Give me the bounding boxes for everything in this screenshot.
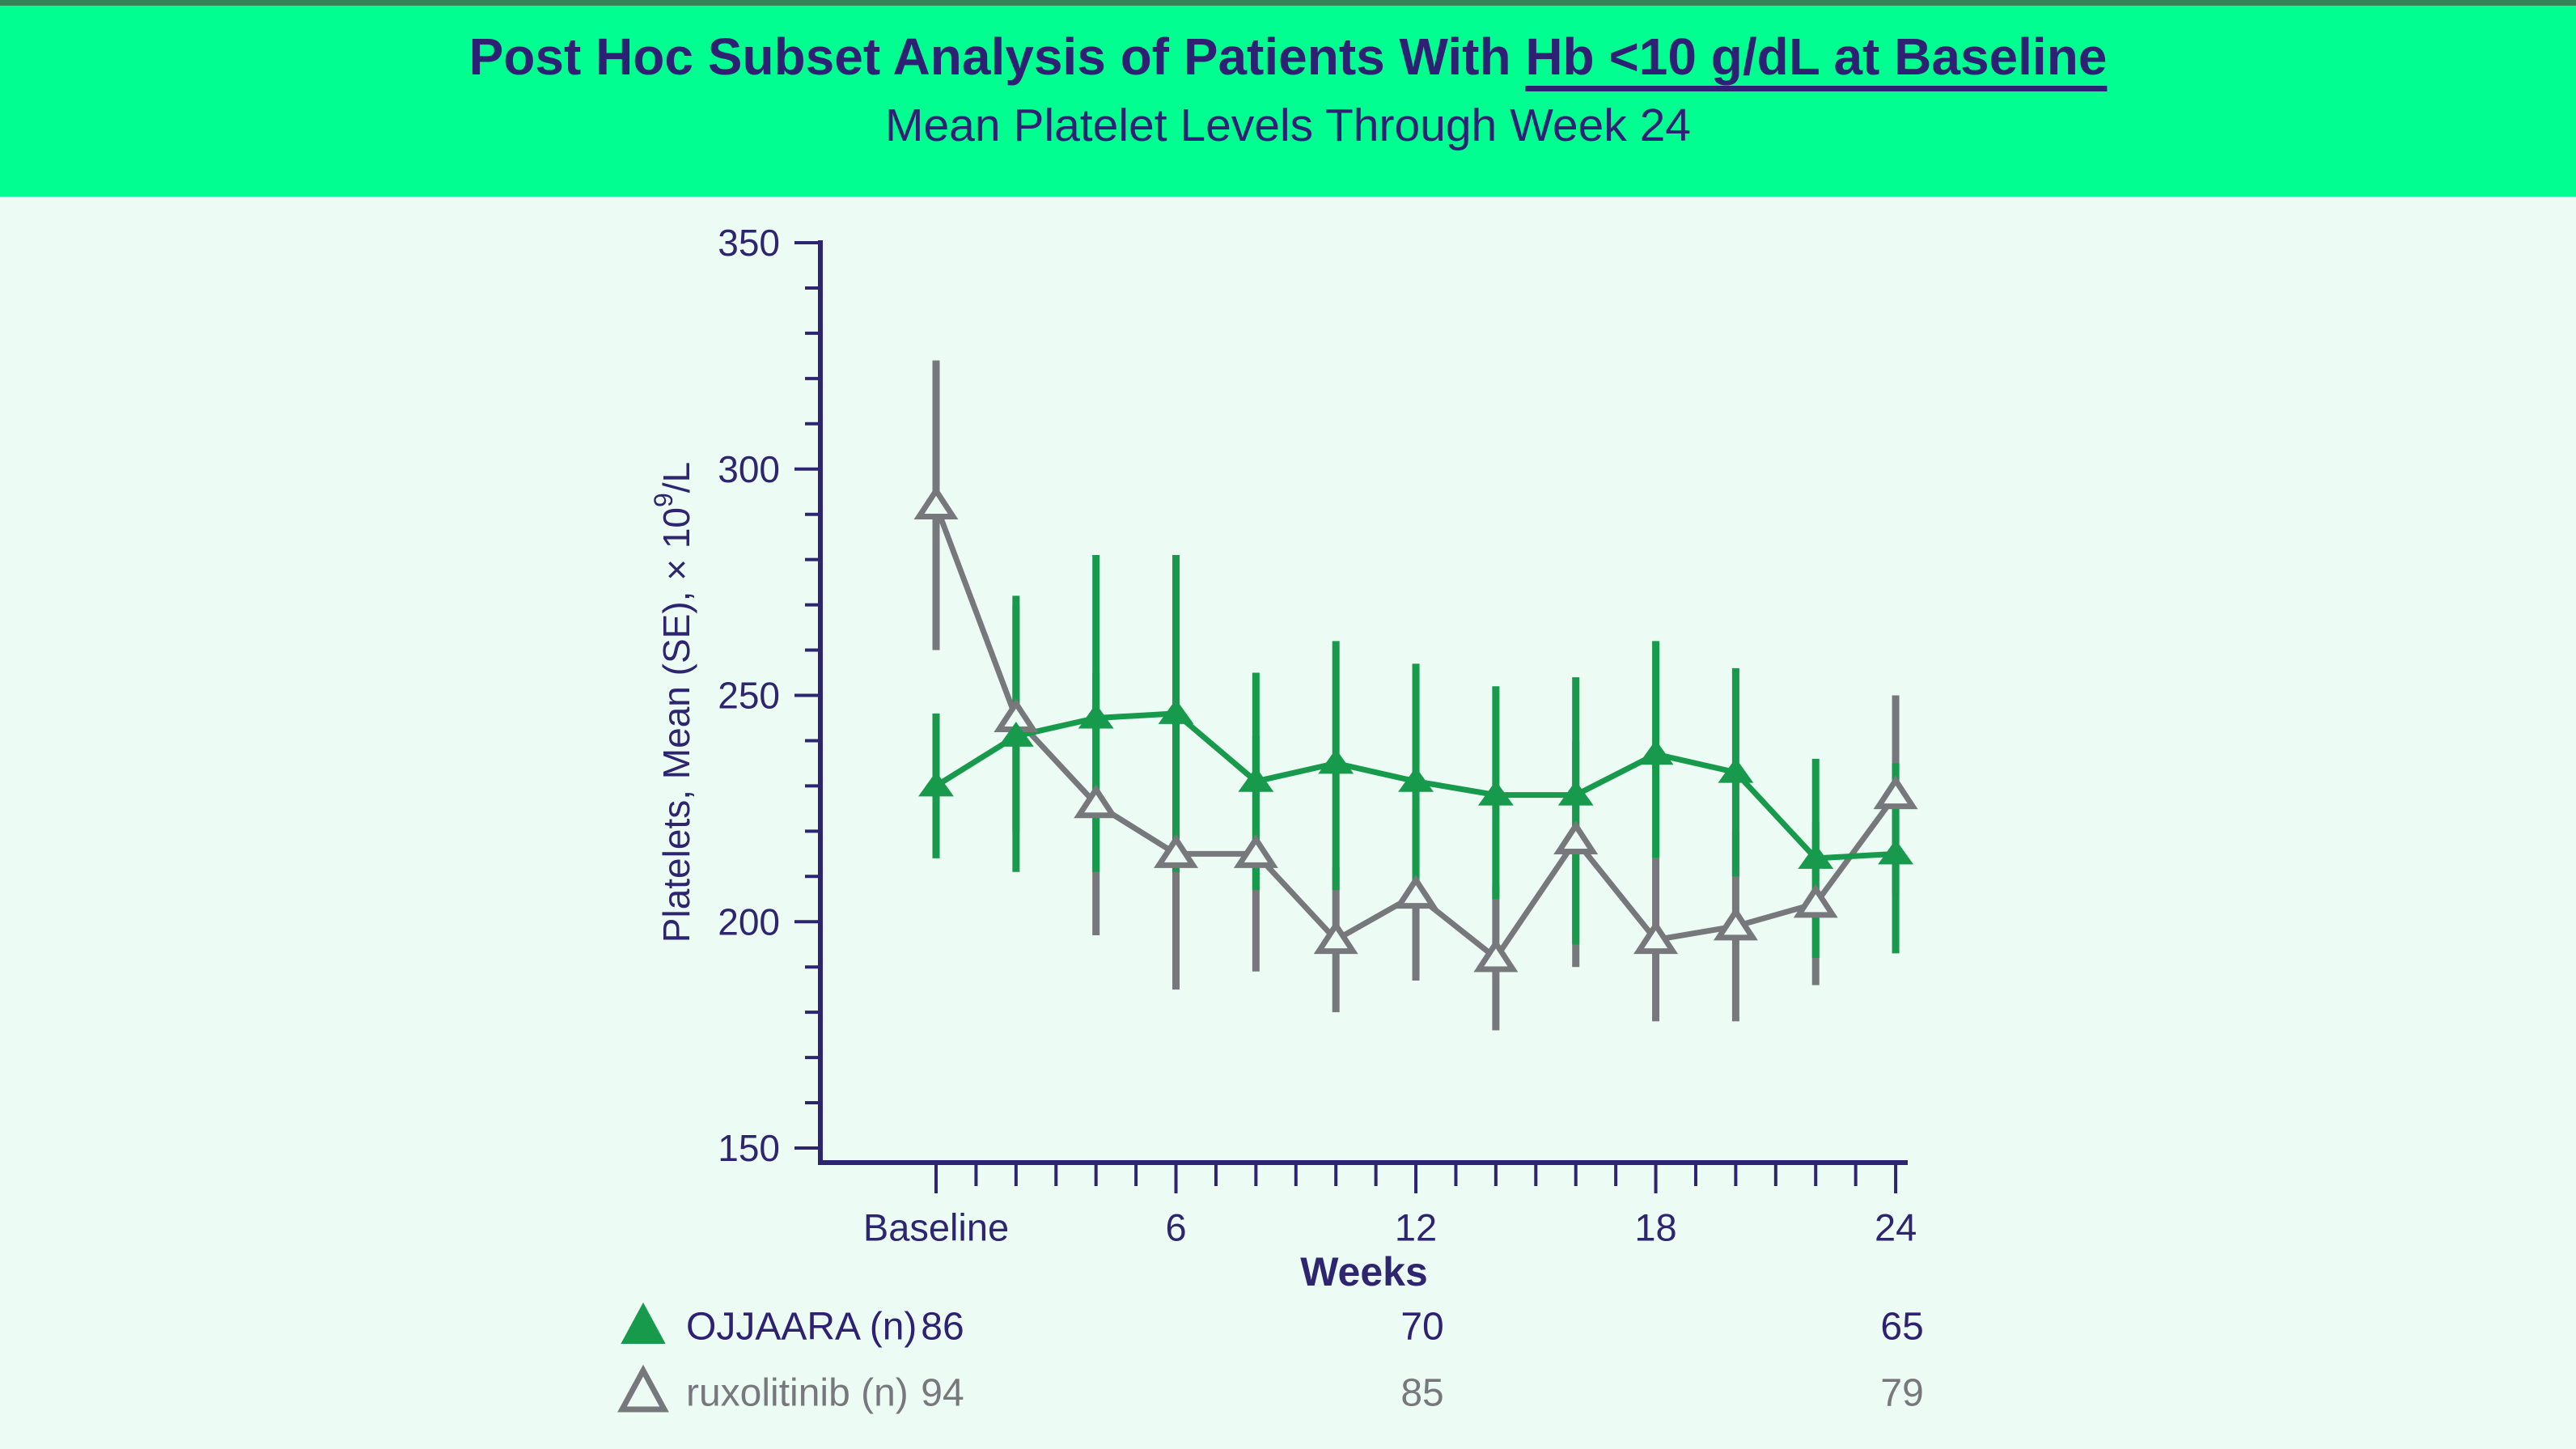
y-axis-title: Platelets, Mean (SE), × 109/L — [649, 462, 697, 943]
filled-triangle-icon — [621, 1302, 666, 1344]
page-title: Post Hoc Subset Analysis of Patients Wit… — [0, 0, 2576, 87]
legend-label: ruxolitinib (n) — [686, 1372, 909, 1415]
markers-OJJAARA — [918, 699, 1914, 869]
markers-ruxolitinib — [913, 485, 1918, 972]
banner-top-strip — [0, 0, 2576, 6]
page-subtitle: Mean Platelet Levels Through Week 24 — [885, 100, 1691, 151]
legend-n-count: 65 — [1880, 1306, 1923, 1349]
x-tick-label: 18 — [1634, 1206, 1676, 1249]
open-triangle-icon — [617, 1364, 669, 1413]
data-point-ruxolitinib — [1233, 833, 1278, 868]
data-point-OJJAARA — [1477, 780, 1514, 806]
legend-n-count: 85 — [1400, 1372, 1443, 1415]
x-tick-label: 12 — [1395, 1206, 1437, 1249]
data-point-ruxolitinib — [1074, 784, 1119, 819]
data-point-OJJAARA — [1798, 844, 1834, 869]
data-point-OJJAARA — [918, 771, 954, 797]
data-point-OJJAARA — [1398, 767, 1434, 792]
y-tick-label: 300 — [718, 448, 780, 490]
data-point-OJJAARA — [1078, 703, 1114, 729]
y-tick-label: 250 — [718, 675, 780, 717]
axes: 150 200 250 300 350 Baseline 6 12 18 24 Weeks Plate… — [649, 222, 1917, 1294]
data-point-OJJAARA — [1318, 748, 1354, 774]
data-point-ruxolitinib — [1313, 920, 1358, 955]
data-point-OJJAARA — [998, 722, 1034, 747]
x-axis-title: Weeks — [1300, 1249, 1428, 1294]
data-point-ruxolitinib — [1154, 833, 1199, 868]
data-point-ruxolitinib — [1873, 775, 1918, 810]
data-point-ruxolitinib — [1713, 906, 1758, 941]
legend-n-count: 79 — [1880, 1372, 1923, 1415]
legend-row-ojjaara: OJJAARA (n) 86 70 65 — [621, 1302, 1924, 1349]
y-tick-label: 350 — [718, 222, 780, 264]
legend-n-count: 70 — [1400, 1306, 1443, 1349]
data-point-OJJAARA — [1878, 839, 1914, 865]
data-point-ruxolitinib — [1473, 938, 1519, 972]
data-point-OJJAARA — [1638, 739, 1674, 765]
page-title-underlined: Hb <10 g/dL at Baseline — [1525, 28, 2108, 86]
data-point-ruxolitinib — [1793, 883, 1838, 918]
title-banner: Post Hoc Subset Analysis of Patients Wit… — [0, 0, 2576, 197]
data-point-OJJAARA — [1557, 780, 1594, 806]
y-tick-label: 200 — [718, 900, 780, 943]
legend: OJJAARA (n) 86 70 65 ruxolitinib (n) 94 85 79 — [617, 1302, 1924, 1415]
data-point-ruxolitinib — [1393, 875, 1438, 909]
legend-row-ruxolitinib: ruxolitinib (n) 94 85 79 — [617, 1364, 1924, 1415]
data-point-ruxolitinib — [913, 485, 959, 520]
y-tick-label: 150 — [718, 1127, 780, 1169]
page-title-prefix: Post Hoc Subset Analysis of Patients Wit… — [468, 28, 1526, 86]
data-point-OJJAARA — [1158, 699, 1194, 724]
x-tick-label: 6 — [1165, 1206, 1186, 1249]
legend-n-count: 86 — [921, 1306, 964, 1349]
x-tick-label: 24 — [1875, 1206, 1917, 1249]
legend-label: OJJAARA (n) — [686, 1306, 917, 1349]
data-point-ruxolitinib — [1633, 920, 1679, 955]
data-point-ruxolitinib — [1553, 820, 1599, 855]
data-point-OJJAARA — [1718, 757, 1754, 783]
legend-n-count: 94 — [921, 1372, 964, 1415]
data-point-OJJAARA — [1238, 767, 1274, 792]
x-tick-label: Baseline — [863, 1206, 1009, 1249]
